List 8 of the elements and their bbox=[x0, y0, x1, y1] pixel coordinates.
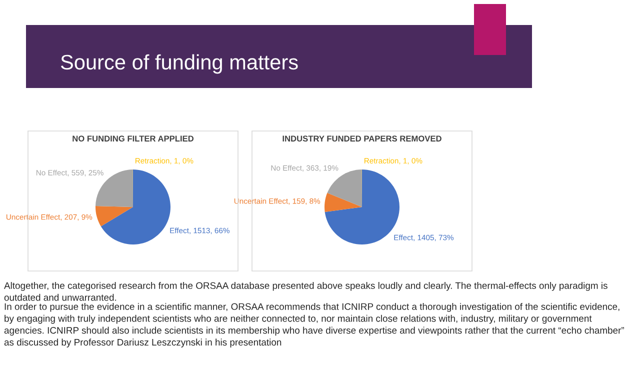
pie-slice bbox=[324, 192, 362, 212]
pie-slice bbox=[96, 206, 133, 226]
source-note: Source of funding matters bbox=[60, 54, 298, 74]
text: In order to pursue the evidence in a scientific manner, ORSAA recommends that ICNIRP conduct a thorough investigation of the scientific evidence, by engaging with truly independent scientists who are neither connected to, nor maintain close relations with, industry, military or government agencies. ICNIRP should also include scientists in its membership who have diverse expertise and viewpoints rather that the current “echo chamber” as discussed by Professor Dariusz Leszczynski in his presentation bbox=[4, 303, 624, 348]
chart-title: INDUSTRY FUNDED PAPERS REMOVED bbox=[282, 136, 442, 142]
chart-title: NO FUNDING FILTER APPLIED bbox=[72, 136, 194, 142]
text: Altogether, the categorised research from the ORSAA database presented above speaks loudly and clearly. The thermal-effects only paradigm is outdated and unwarranted. bbox=[4, 282, 608, 301]
pie-slice bbox=[327, 170, 362, 207]
